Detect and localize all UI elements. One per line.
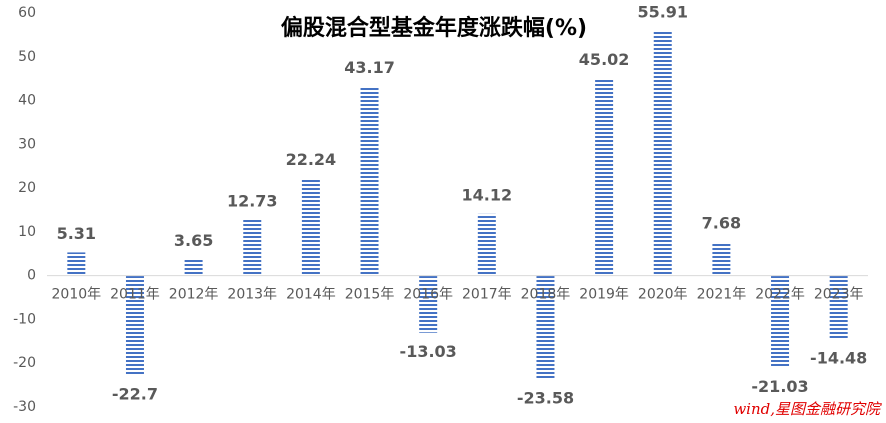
- bar: [184, 259, 203, 276]
- x-tick-label: 2019年: [579, 287, 629, 303]
- y-tick-label: 10: [18, 224, 36, 240]
- value-label: 3.65: [174, 231, 213, 250]
- x-tick-label: 2010年: [52, 287, 102, 303]
- x-tick-label: 2016年: [403, 287, 453, 303]
- bar: [477, 213, 496, 276]
- value-label: 14.12: [462, 185, 513, 204]
- bar: [125, 275, 144, 376]
- value-label: 5.31: [57, 224, 96, 243]
- bar: [712, 242, 731, 276]
- bar: [360, 86, 379, 276]
- bar: [771, 275, 790, 368]
- bar: [67, 252, 86, 276]
- x-tick-label: 2014年: [286, 287, 336, 303]
- value-label: -23.58: [517, 388, 574, 407]
- value-label: 22.24: [286, 150, 337, 169]
- chart-title: 偏股混合型基金年度涨跌幅(%): [281, 15, 587, 41]
- y-tick-label: 0: [27, 268, 36, 284]
- x-tick-label: 2012年: [169, 287, 219, 303]
- x-tick-label: 2013年: [227, 287, 277, 303]
- x-tick-label: 2011年: [110, 287, 160, 303]
- bar: [419, 275, 438, 333]
- bar: [595, 78, 614, 276]
- y-tick-label: 30: [18, 136, 36, 152]
- x-tick-label: 2021年: [697, 287, 747, 303]
- y-tick-label: 50: [18, 49, 36, 65]
- source-note: wind,星图金融研究院: [733, 400, 882, 418]
- bar: [829, 275, 848, 340]
- bar: [301, 178, 320, 276]
- value-label: -22.7: [112, 385, 158, 404]
- value-label: 55.91: [637, 2, 688, 21]
- y-tick-label: -30: [13, 399, 36, 415]
- value-label: -14.48: [810, 349, 867, 368]
- value-label: 45.02: [579, 50, 630, 69]
- value-label: 43.17: [344, 58, 395, 77]
- y-tick-label: 60: [18, 5, 36, 21]
- x-tick-label: 2020年: [638, 287, 688, 303]
- bar: [243, 219, 262, 276]
- y-tick-label: 40: [18, 93, 36, 109]
- x-tick-label: 2018年: [521, 287, 571, 303]
- x-tick-label: 2017年: [462, 287, 512, 303]
- x-tick-label: 2022年: [755, 287, 805, 303]
- y-tick-label: -10: [13, 311, 36, 327]
- y-tick-label: 20: [18, 180, 36, 196]
- value-label: 7.68: [702, 214, 741, 233]
- value-label: -13.03: [400, 342, 457, 361]
- x-tick-label: 2023年: [814, 287, 864, 303]
- y-tick-label: -20: [13, 355, 36, 371]
- bar: [653, 30, 672, 276]
- value-label: 12.73: [227, 191, 278, 210]
- value-label: -21.03: [751, 377, 808, 396]
- bar: [536, 275, 555, 379]
- x-tick-label: 2015年: [345, 287, 395, 303]
